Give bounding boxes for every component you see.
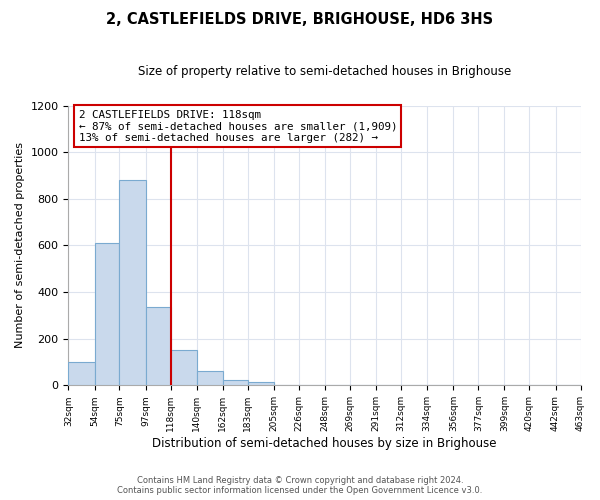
X-axis label: Distribution of semi-detached houses by size in Brighouse: Distribution of semi-detached houses by …	[152, 437, 497, 450]
Bar	[68, 362, 95, 386]
Bar	[119, 180, 146, 386]
Bar	[197, 370, 223, 386]
Bar	[223, 380, 248, 386]
Bar	[248, 382, 274, 386]
Bar	[95, 242, 119, 386]
Bar	[170, 350, 197, 386]
Bar	[146, 307, 170, 386]
Text: Contains HM Land Registry data © Crown copyright and database right 2024.
Contai: Contains HM Land Registry data © Crown c…	[118, 476, 482, 495]
Text: 2, CASTLEFIELDS DRIVE, BRIGHOUSE, HD6 3HS: 2, CASTLEFIELDS DRIVE, BRIGHOUSE, HD6 3H…	[106, 12, 494, 28]
Text: 2 CASTLEFIELDS DRIVE: 118sqm
← 87% of semi-detached houses are smaller (1,909)
1: 2 CASTLEFIELDS DRIVE: 118sqm ← 87% of se…	[79, 110, 397, 143]
Y-axis label: Number of semi-detached properties: Number of semi-detached properties	[15, 142, 25, 348]
Title: Size of property relative to semi-detached houses in Brighouse: Size of property relative to semi-detach…	[138, 65, 511, 78]
